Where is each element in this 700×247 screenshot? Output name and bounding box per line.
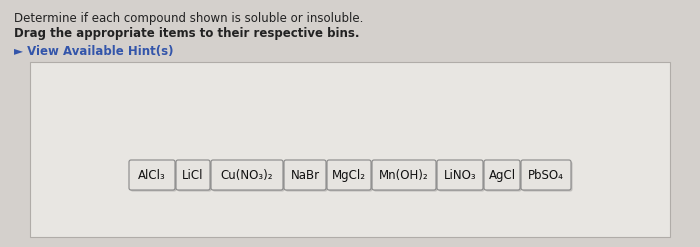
FancyBboxPatch shape xyxy=(374,162,438,191)
Text: LiNO₃: LiNO₃ xyxy=(444,168,476,182)
FancyBboxPatch shape xyxy=(438,162,484,191)
FancyBboxPatch shape xyxy=(213,162,284,191)
FancyBboxPatch shape xyxy=(372,160,436,190)
Text: ► View Available Hint(s): ► View Available Hint(s) xyxy=(14,45,174,58)
Text: AgCl: AgCl xyxy=(489,168,516,182)
FancyBboxPatch shape xyxy=(484,160,520,190)
FancyBboxPatch shape xyxy=(211,160,283,190)
FancyBboxPatch shape xyxy=(178,162,211,191)
FancyBboxPatch shape xyxy=(328,162,372,191)
FancyBboxPatch shape xyxy=(130,162,176,191)
Text: AlCl₃: AlCl₃ xyxy=(138,168,166,182)
FancyBboxPatch shape xyxy=(284,160,326,190)
FancyBboxPatch shape xyxy=(521,160,571,190)
Text: NaBr: NaBr xyxy=(290,168,320,182)
Text: PbSO₄: PbSO₄ xyxy=(528,168,564,182)
Text: MgCl₂: MgCl₂ xyxy=(332,168,366,182)
Text: Mn(OH)₂: Mn(OH)₂ xyxy=(379,168,429,182)
Text: Cu(NO₃)₂: Cu(NO₃)₂ xyxy=(220,168,273,182)
FancyBboxPatch shape xyxy=(486,162,522,191)
FancyBboxPatch shape xyxy=(286,162,328,191)
Text: LiCl: LiCl xyxy=(182,168,204,182)
FancyBboxPatch shape xyxy=(522,162,573,191)
FancyBboxPatch shape xyxy=(327,160,371,190)
Text: Drag the appropriate items to their respective bins.: Drag the appropriate items to their resp… xyxy=(14,27,360,40)
FancyBboxPatch shape xyxy=(176,160,210,190)
FancyBboxPatch shape xyxy=(30,62,670,237)
FancyBboxPatch shape xyxy=(437,160,483,190)
Text: Determine if each compound shown is soluble or insoluble.: Determine if each compound shown is solu… xyxy=(14,12,363,25)
FancyBboxPatch shape xyxy=(129,160,175,190)
